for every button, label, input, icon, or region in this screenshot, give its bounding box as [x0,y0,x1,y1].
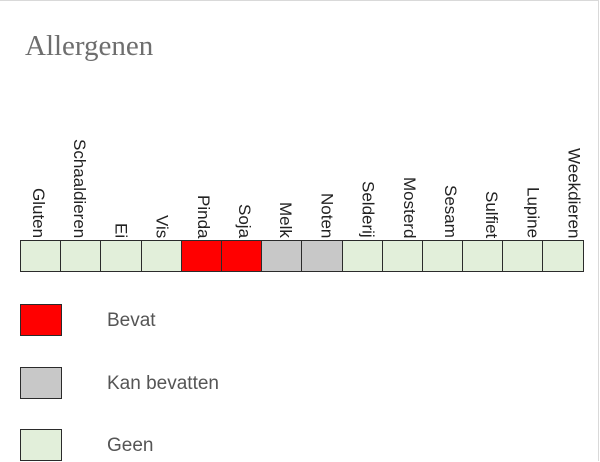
allergen-label: Ei [111,222,131,238]
allergen-label: Soja [235,203,254,238]
allergen-cell [140,240,182,272]
allergen-cell [180,240,222,272]
allergen-cell [381,240,423,272]
allergen-grid [20,240,584,272]
allergen-cell [261,240,303,272]
allergen-label: Melk [276,202,296,238]
allergen-cell [502,240,544,272]
allergen-label: Noten [317,192,337,238]
allergen-label: Gluten [29,187,48,238]
allergen-cell [421,240,464,272]
legend-swatch-bevat [20,304,62,336]
allergen-cell [20,240,62,272]
legend-label: Bevat [107,310,156,331]
allergen-label: Pinda [193,194,213,238]
allergen-label: Lupine [523,186,543,238]
allergen-label: Sesam [441,185,460,238]
allergen-cell [301,240,343,272]
legend-swatch-geen [20,429,62,461]
allergen-label: Schaaldieren [70,138,90,238]
allergen-label: Mosterd [399,176,419,238]
legend-label: Kan bevatten [107,373,219,394]
allergen-label: Selderij [358,181,378,238]
allergen-cell [100,240,142,272]
page-title: Allergenen [25,30,154,62]
legend-label: Geen [107,435,154,456]
allergen-cell [542,240,584,272]
allergen-cell [341,240,383,272]
allergen-label: Weekdieren [564,147,584,238]
allergen-cell [60,240,102,272]
allergen-cell [462,240,504,272]
allergen-label: Vis [152,214,172,238]
allergen-label: Sulfiet [482,190,502,238]
allergen-cell [220,240,263,272]
allergen-labels: Gluten Schaaldieren Ei Vis Pinda Soja Melk Note… [20,100,598,238]
legend-swatch-kan-bevatten [20,367,62,399]
